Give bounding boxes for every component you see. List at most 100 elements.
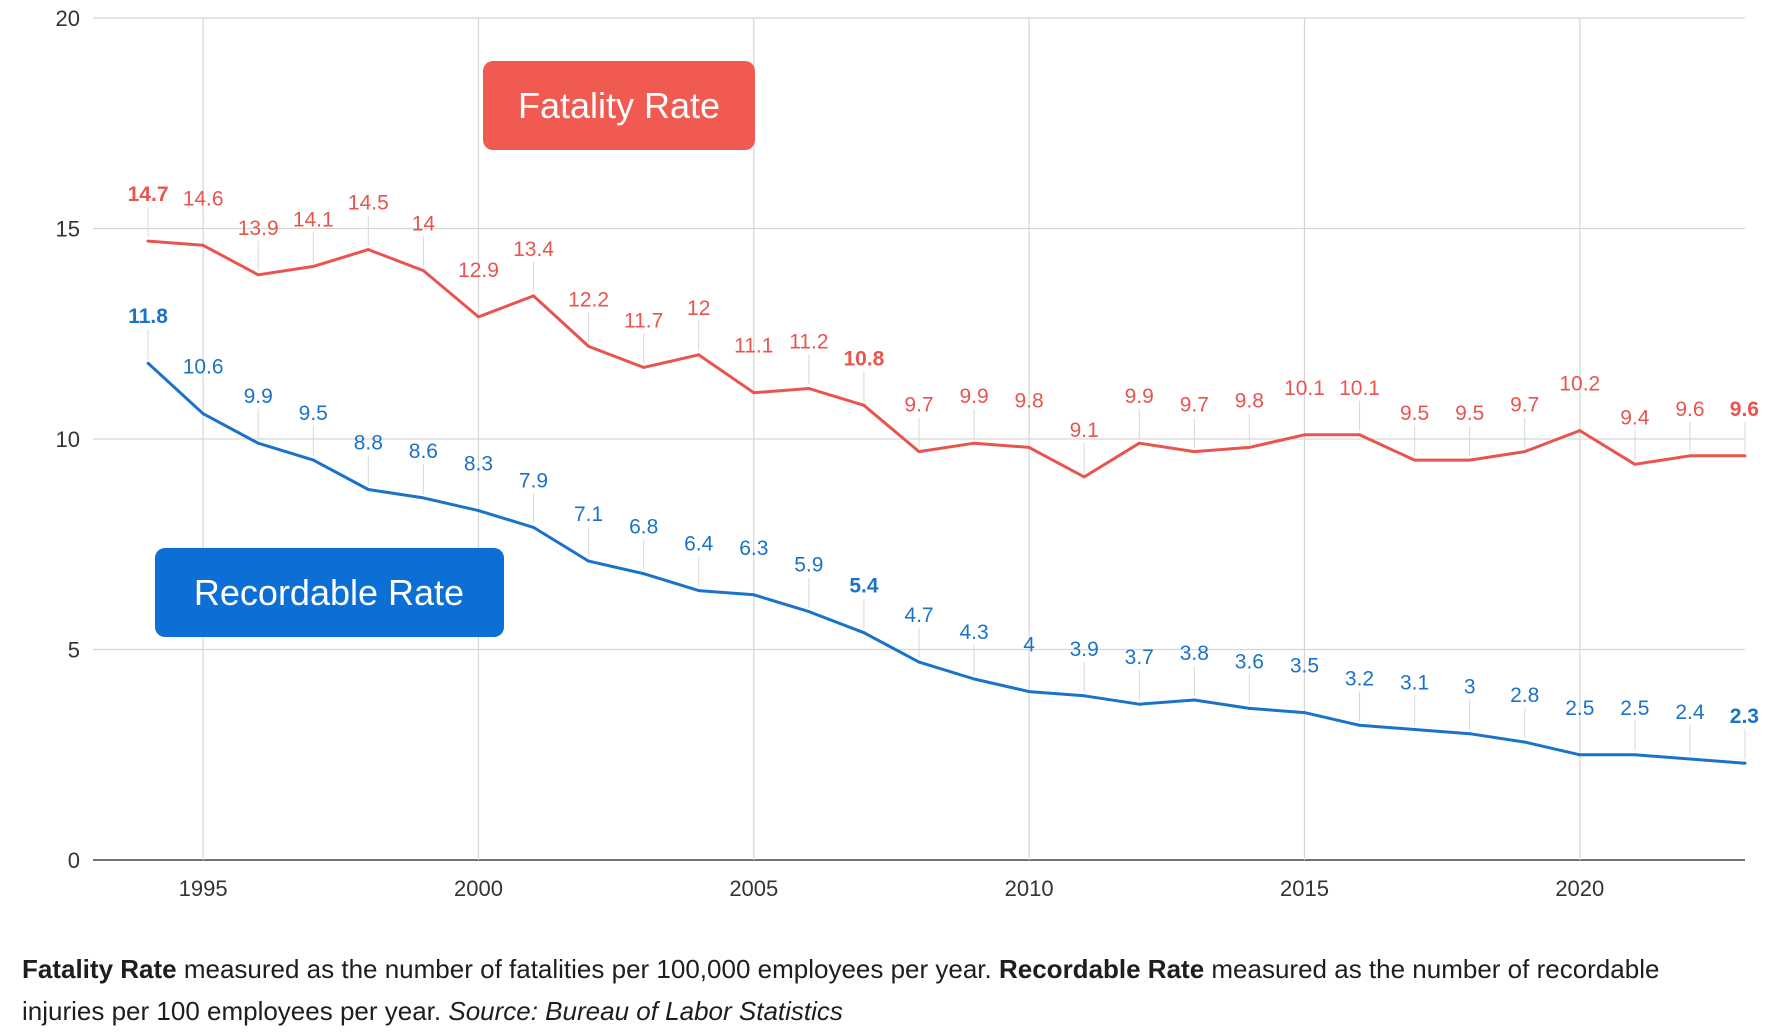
fatality-rate-data-label: 9.1 — [1070, 419, 1099, 442]
recordable-rate-point — [587, 559, 591, 563]
fatality-rate-data-label: 14.7 — [128, 183, 169, 206]
recordable-rate-data-label: 3.1 — [1400, 671, 1429, 694]
y-axis-ticks: 0 5 10 15 20 — [56, 6, 80, 873]
recordable-rate-point — [1192, 698, 1196, 702]
fatality-rate-point — [1137, 441, 1141, 445]
recordable-rate-point — [1358, 723, 1362, 727]
recordable-rate-point — [1247, 706, 1251, 710]
recordable-rate-point — [642, 572, 646, 576]
recordable-rate-data-label: 5.9 — [794, 554, 823, 577]
fatality-rate-data-label: 10.8 — [843, 347, 884, 370]
recordable-rate-point — [862, 631, 866, 635]
x-tick-label: 2005 — [729, 876, 778, 901]
recordable-callout-label: Recordable Rate — [194, 572, 464, 613]
recordable-rate-point — [201, 412, 205, 416]
recordable-rate-data-label: 8.8 — [354, 432, 383, 455]
fatality-rate-point — [1302, 433, 1306, 437]
fatality-rate-point — [201, 243, 205, 247]
caption-fatality-desc: measured as the number of fatalities per… — [176, 954, 999, 984]
fatality-rate-line — [147, 239, 1745, 479]
recordable-rate-point — [1082, 694, 1086, 698]
caption-recordable-desc: measured as the number of recordable inj… — [22, 954, 1660, 1026]
fatality-rate-point — [587, 344, 591, 348]
fatality-rate-data-label: 9.7 — [1180, 394, 1209, 417]
recordable-rate-point — [697, 589, 701, 593]
recordable-rate-data-label: 5.4 — [849, 575, 879, 598]
fatality-rate-point — [972, 441, 976, 445]
fatality-rate-point — [1027, 445, 1031, 449]
recordable-rate-data-label: 6.4 — [684, 533, 714, 556]
recordable-rate-data-label: 3.2 — [1345, 667, 1374, 690]
fatality-rate-point — [1578, 429, 1582, 433]
fatality-rate-data-label: 10.1 — [1284, 377, 1325, 400]
fatality-callout: Fatality Rate — [483, 61, 755, 150]
fatality-callout-label: Fatality Rate — [518, 85, 720, 126]
recordable-rate-data-label: 4.3 — [959, 621, 988, 644]
fatality-rate-point — [697, 353, 701, 357]
recordable-rate-data-label: 3.9 — [1070, 638, 1099, 661]
recordable-rate-line — [147, 362, 1746, 765]
x-tick-label: 1995 — [179, 876, 228, 901]
fatality-rate-data-label: 9.9 — [959, 385, 988, 408]
series-layer — [146, 239, 1747, 765]
recordable-rate-data-label: 2.5 — [1565, 697, 1594, 720]
chart-caption: Fatality Rate measured as the number of … — [22, 948, 1722, 1032]
fatality-rate-data-label: 9.5 — [1455, 402, 1484, 425]
recordable-rate-data-label: 10.6 — [183, 356, 224, 379]
caption-fatality-term: Fatality Rate — [22, 954, 177, 984]
fatality-rate-point — [146, 239, 150, 243]
recordable-rate-data-label: 6.3 — [739, 537, 768, 560]
recordable-rate-point — [476, 509, 480, 513]
fatality-rate-data-label: 12.2 — [568, 288, 609, 311]
recordable-rate-point — [972, 677, 976, 681]
fatality-rate-data-label: 14.6 — [183, 187, 224, 210]
recordable-rate-point — [366, 488, 370, 492]
fatality-rate-point — [1413, 458, 1417, 462]
recordable-rate-point — [1413, 727, 1417, 731]
fatality-rate-point — [366, 248, 370, 252]
recordable-rate-point — [1302, 711, 1306, 715]
fatality-rate-data-label: 9.8 — [1235, 389, 1264, 412]
recordable-rate-data-label: 6.8 — [629, 516, 658, 539]
recordable-rate-point — [421, 496, 425, 500]
fatality-rate-point — [917, 450, 921, 454]
fatality-rate-data-label: 9.7 — [904, 394, 933, 417]
x-tick-label: 2000 — [454, 876, 503, 901]
fatality-rate-data-label: 12.9 — [458, 259, 499, 282]
recordable-rate-data-label: 9.9 — [244, 385, 273, 408]
fatality-rate-point — [1082, 475, 1086, 479]
fatality-rate-data-label: 10.2 — [1559, 373, 1600, 396]
recordable-rate-data-label: 3.6 — [1235, 650, 1264, 673]
recordable-rate-data-label: 3.8 — [1180, 642, 1209, 665]
fatality-rate-data-label: 14 — [412, 213, 436, 236]
fatality-rate-data-label: 9.6 — [1730, 398, 1759, 421]
recordable-rate-data-label: 7.1 — [574, 503, 603, 526]
fatality-rate-point — [311, 264, 315, 268]
fatality-rate-point — [1688, 454, 1692, 458]
recordable-rate-data-label: 4.7 — [904, 604, 933, 627]
recordable-rate-point — [256, 441, 260, 445]
fatality-rate-data-label: 11.7 — [624, 309, 663, 332]
recordable-rate-data-label: 9.5 — [299, 402, 328, 425]
fatality-rate-data-label: 9.8 — [1015, 389, 1044, 412]
recordable-rate-data-label: 4 — [1023, 634, 1035, 657]
fatality-rate-data-label: 11.2 — [789, 330, 828, 353]
recordable-rate-data-label: 11.8 — [128, 305, 168, 328]
fatality-rate-data-label: 9.7 — [1510, 394, 1539, 417]
fatality-rate-point — [1192, 450, 1196, 454]
recordable-rate-point — [1468, 732, 1472, 736]
fatality-rate-point — [532, 294, 536, 298]
fatality-rate-point — [807, 386, 811, 390]
recordable-rate-point — [1633, 753, 1637, 757]
recordable-rate-point — [917, 660, 921, 664]
fatality-rate-point — [1358, 433, 1362, 437]
fatality-rate-point — [476, 315, 480, 319]
recordable-callout: Recordable Rate — [155, 548, 504, 637]
recordable-rate-point — [752, 593, 756, 597]
recordable-rate-data-label: 3 — [1464, 676, 1476, 699]
fatality-rate-data-label: 14.5 — [348, 192, 389, 215]
y-tick-label: 15 — [56, 217, 80, 242]
recordable-rate-data-label: 3.5 — [1290, 655, 1319, 678]
recordable-rate-data-label: 2.5 — [1620, 697, 1649, 720]
recordable-rate-point — [1688, 757, 1692, 761]
